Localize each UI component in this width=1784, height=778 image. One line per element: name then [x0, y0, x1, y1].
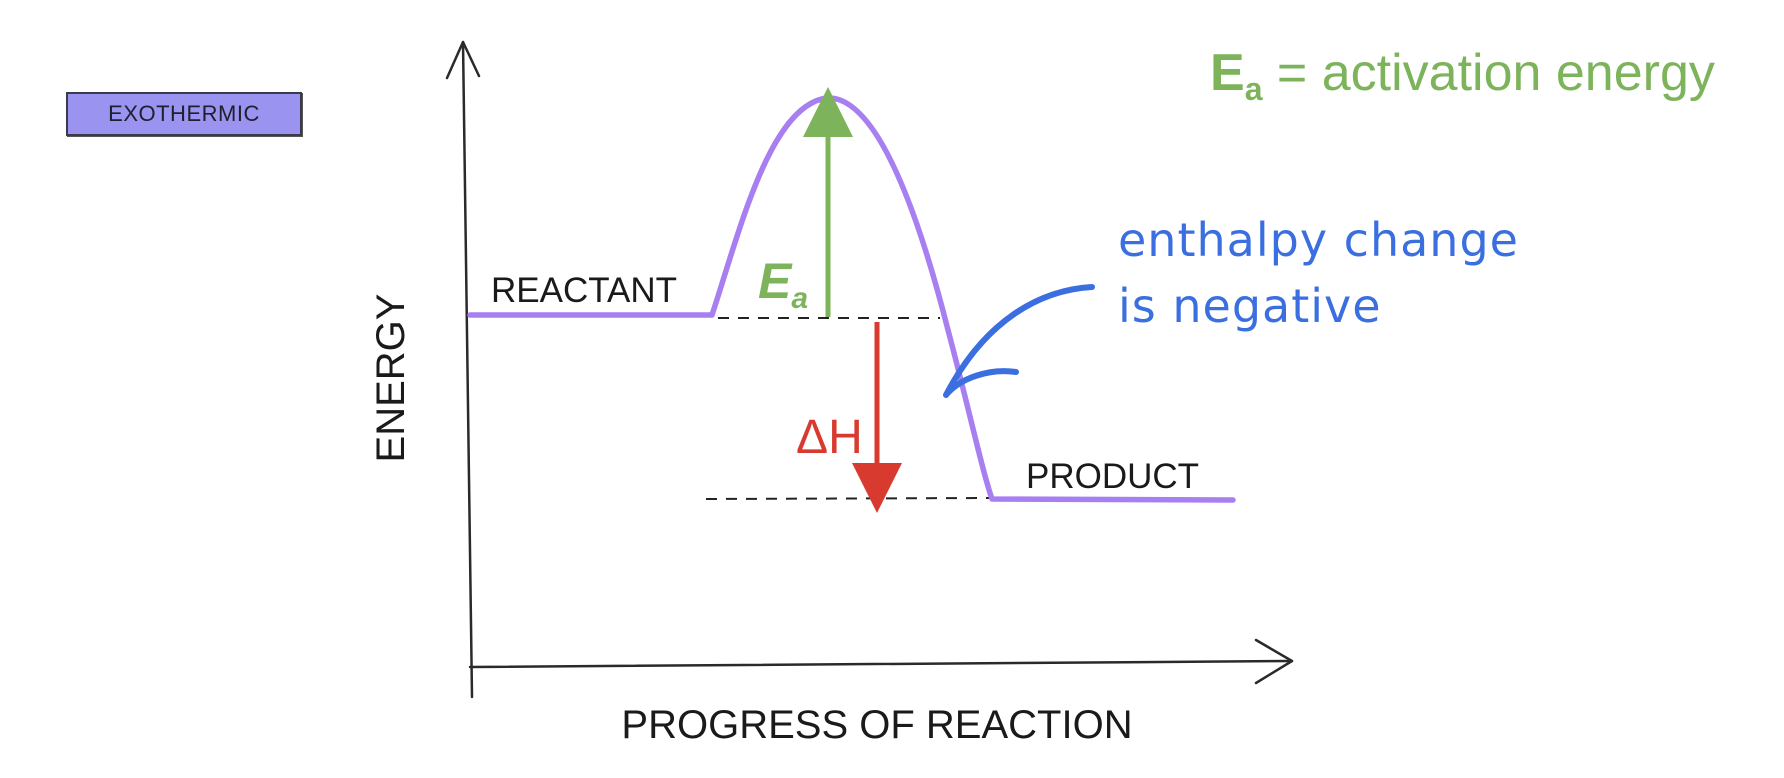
exothermic-tag: EXOTHERMIC [66, 92, 302, 136]
energy-profile-curve [467, 95, 1236, 503]
energy-axis [445, 40, 481, 699]
progress-axis [468, 638, 1294, 685]
exothermic-tag-label: EXOTHERMIC [108, 101, 260, 126]
activation-energy-legend: Ea = activation energy [1210, 44, 1715, 107]
enthalpy-note-line-1: enthalpy change [1118, 213, 1519, 267]
reactant-label: REACTANT [491, 271, 677, 310]
product-label: PRODUCT [1026, 457, 1199, 496]
energy-axis-label: ENERGY [369, 294, 413, 463]
enthalpy-change-symbol: ΔH [796, 411, 863, 464]
enthalpy-note-pointer-arrow [943, 284, 1095, 398]
progress-axis-label: PROGRESS OF REACTION [621, 703, 1132, 747]
product-level-dashed-line [705, 497, 991, 500]
activation-energy-symbol: Ea [758, 253, 808, 315]
enthalpy-note-line-2: is negative [1118, 279, 1382, 333]
